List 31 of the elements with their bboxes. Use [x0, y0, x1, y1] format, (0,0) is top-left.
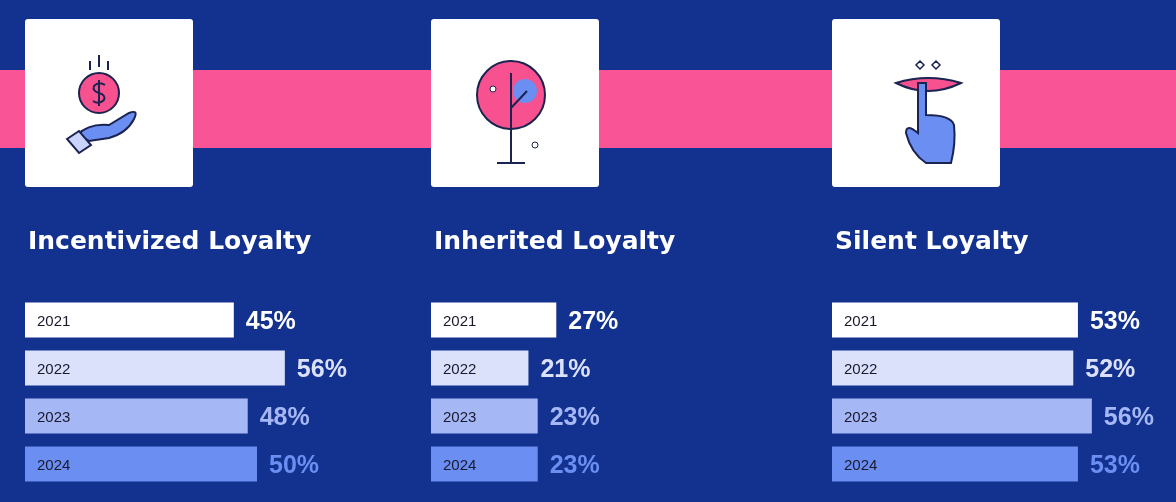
y-tick-label: 2023: [37, 407, 71, 425]
data-label: 48%: [259, 402, 310, 430]
chart-title: Inherited Loyalty: [434, 226, 676, 255]
data-label: 27%: [568, 306, 619, 334]
data-label: 53%: [1089, 450, 1140, 478]
data-label: 50%: [269, 450, 320, 478]
y-tick-label: 2022: [443, 359, 477, 377]
y-tick-label: 2023: [443, 407, 477, 425]
bar: [25, 350, 285, 386]
data-label: 56%: [1103, 402, 1154, 430]
data-label: 53%: [1089, 306, 1140, 334]
data-label: 21%: [540, 354, 591, 382]
y-tick-label: 2021: [37, 311, 71, 329]
y-tick-label: 2023: [844, 407, 878, 425]
chart-title: Incentivized Loyalty: [28, 226, 312, 255]
y-tick-label: 2024: [37, 455, 71, 473]
data-label: 52%: [1085, 354, 1136, 382]
y-tick-label: 2022: [37, 359, 71, 377]
y-tick-label: 2021: [443, 311, 477, 329]
data-label: 56%: [296, 354, 347, 382]
chart-title: Silent Loyalty: [835, 226, 1029, 255]
data-label: 45%: [245, 306, 296, 334]
bar: [25, 302, 234, 338]
y-tick-label: 2024: [443, 455, 477, 473]
data-label: 23%: [549, 450, 600, 478]
data-label: 23%: [549, 402, 600, 430]
bar: [25, 398, 248, 434]
y-tick-label: 2024: [844, 455, 878, 473]
y-tick-label: 2021: [844, 311, 878, 329]
y-tick-label: 2022: [844, 359, 878, 377]
bar: [25, 446, 257, 482]
